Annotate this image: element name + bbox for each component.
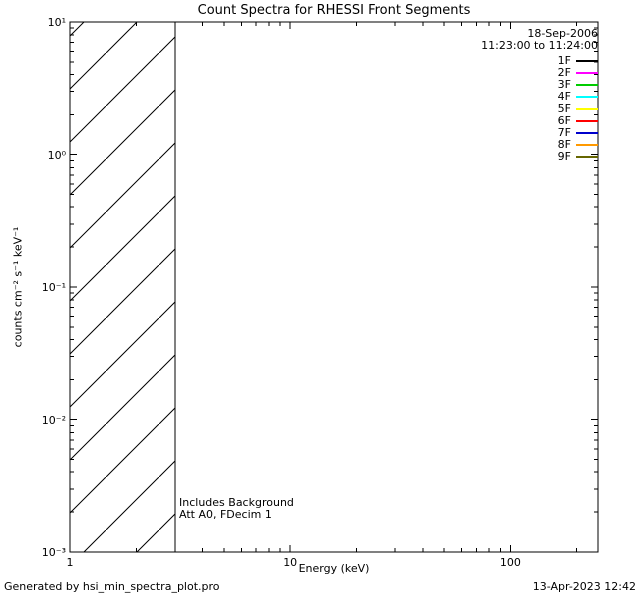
x-tick-label: 10 [283, 556, 298, 569]
legend-color-line [576, 144, 598, 146]
legend-label: 9F [557, 150, 571, 163]
legend-entry-9f: 9F [481, 151, 598, 163]
legend-label: 2F [557, 66, 571, 79]
annotation-attenuator-state: Att A0, FDecim 1 [179, 507, 272, 521]
background-hatch-region [70, 22, 176, 552]
legend-label: 7F [557, 126, 571, 139]
y-tick-label: 10⁰ [47, 148, 66, 162]
legend-label: 1F [557, 54, 571, 67]
legend-color-line [576, 60, 598, 62]
legend-color-line [576, 96, 598, 98]
y-axis-label: counts cm⁻² s⁻¹ keV⁻¹ [11, 226, 25, 348]
axis-ticks [69, 21, 598, 553]
legend-entry-3f: 3F [481, 79, 598, 91]
generation-timestamp: 13-Apr-2023 12:42 [532, 580, 636, 593]
chart-title: Count Spectra for RHESSI Front Segments [197, 3, 471, 18]
legend-entries: 1F 2F 3F 4F 5F 6F 7F 8F 9F [481, 55, 598, 163]
legend-label: 3F [557, 78, 571, 91]
y-tick-label: 10⁻¹ [41, 281, 66, 294]
x-axis-label: Energy (keV) [298, 562, 370, 575]
x-tick-label: 100 [499, 556, 521, 569]
legend-entry-5f: 5F [481, 103, 598, 115]
legend-color-line [576, 120, 598, 122]
y-tick-label: 10⁻³ [41, 546, 66, 559]
legend-entry-8f: 8F [481, 139, 598, 151]
legend-label: 5F [557, 102, 571, 115]
plot-annotations: Includes Background Att A0, FDecim 1 [179, 497, 294, 520]
legend-entry-6f: 6F [481, 115, 598, 127]
legend-date: 18-Sep-2006 [527, 27, 598, 40]
legend-label: 8F [557, 138, 571, 151]
legend-color-line [576, 132, 598, 134]
y-tick-label: 10¹ [47, 16, 66, 29]
legend-entry-7f: 7F [481, 127, 598, 139]
legend-color-line [576, 84, 598, 86]
legend-entry-2f: 2F [481, 67, 598, 79]
legend-label: 6F [557, 114, 571, 127]
legend-entry-4f: 4F [481, 91, 598, 103]
legend-color-line [576, 72, 598, 74]
legend-label: 4F [557, 90, 571, 103]
legend-time-range: 11:23:00 to 11:24:00 [481, 39, 598, 52]
y-tick-label: 10⁻² [41, 413, 66, 427]
legend-color-line [576, 156, 598, 158]
legend-entry-1f: 1F [481, 55, 598, 67]
x-tick-label: 1 [66, 556, 74, 569]
legend-color-line [576, 108, 598, 110]
legend: 18-Sep-2006 11:23:00 to 11:24:00 1F 2F 3F 4… [481, 28, 598, 163]
generator-credit: Generated by hsi_min_spectra_plot.pro [4, 580, 220, 593]
annotation-includes-background: Includes Background [179, 496, 294, 509]
